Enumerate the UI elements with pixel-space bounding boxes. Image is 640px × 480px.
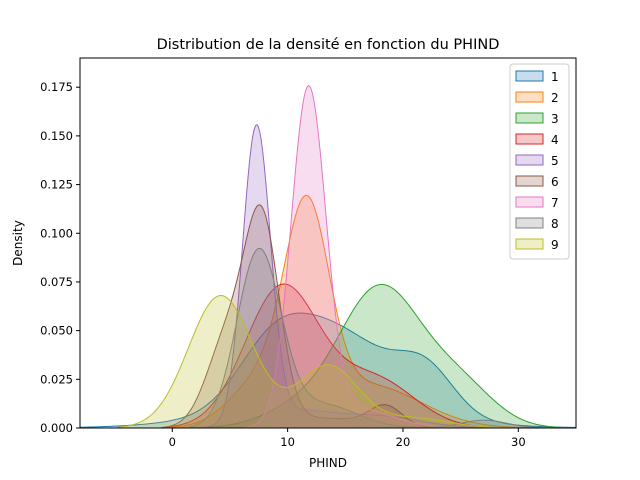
x-tick-label: 0 xyxy=(169,435,176,449)
legend-label-1: 1 xyxy=(551,70,559,84)
legend-label-5: 5 xyxy=(551,154,559,168)
series-8-area xyxy=(188,248,558,428)
series-1-line xyxy=(79,312,577,428)
density-curves xyxy=(79,85,577,429)
series-9-area xyxy=(117,295,526,428)
series-7-area xyxy=(246,85,468,428)
y-tick-label: 0.075 xyxy=(40,275,73,289)
legend-swatch-9 xyxy=(515,238,544,250)
series-7-line xyxy=(246,85,468,429)
y-tick-label: 0.000 xyxy=(40,421,73,435)
series-5-line xyxy=(188,123,510,429)
plot-frame xyxy=(79,57,577,429)
legend-label-7: 7 xyxy=(551,196,559,210)
legend-swatch-8 xyxy=(515,217,544,229)
legend-swatch-1 xyxy=(515,70,544,82)
y-tick-label: 0.175 xyxy=(40,80,73,94)
series-4-line xyxy=(163,283,504,429)
legend-label-6: 6 xyxy=(551,175,559,189)
y-tick-label: 0.025 xyxy=(40,372,73,386)
legend-swatch-7 xyxy=(515,196,544,208)
x-tick-label: 20 xyxy=(396,435,411,449)
series-2-area xyxy=(161,195,535,428)
legend-swatch-6 xyxy=(515,175,544,187)
series-9-line xyxy=(117,294,526,429)
y-tick-label: 0.150 xyxy=(40,129,73,143)
series-3-area xyxy=(182,284,572,428)
legend-label-3: 3 xyxy=(551,112,559,126)
y-axis: 0.000 0.025 0.050 0.075 0.100 0.125 0.150 0.175 xyxy=(40,80,80,435)
legend-label-2: 2 xyxy=(551,91,559,105)
legend-label-9: 9 xyxy=(551,238,559,252)
series-6-area xyxy=(161,204,470,428)
legend-swatch-5 xyxy=(515,154,544,166)
series-1-area xyxy=(80,313,576,428)
series-5-area xyxy=(188,124,510,429)
y-tick-label: 0.125 xyxy=(40,178,73,192)
x-tick-label: 10 xyxy=(280,435,295,449)
series-3-line xyxy=(182,283,572,429)
series-2-line xyxy=(161,194,535,429)
legend-label-4: 4 xyxy=(551,133,559,147)
y-axis-label: Density xyxy=(11,220,25,266)
legend-label-8: 8 xyxy=(551,217,559,231)
legend: 1 2 3 4 5 6 7 8 9 xyxy=(509,63,570,260)
x-tick-label: 30 xyxy=(511,435,526,449)
legend-swatch-2 xyxy=(515,91,544,103)
legend-swatch-3 xyxy=(515,112,544,124)
chart-title: Distribution de la densité en fonction d… xyxy=(157,37,500,53)
x-axis: 0 10 20 30 xyxy=(169,428,526,449)
legend-swatch-4 xyxy=(515,133,544,145)
y-tick-label: 0.100 xyxy=(40,226,73,240)
y-tick-label: 0.050 xyxy=(40,324,73,338)
series-8-line xyxy=(188,247,558,429)
x-axis-label: PHIND xyxy=(309,456,347,470)
series-4-area xyxy=(163,284,504,428)
